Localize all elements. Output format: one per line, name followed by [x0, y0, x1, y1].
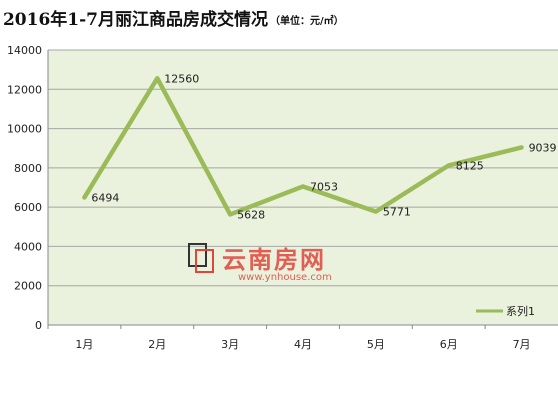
data-point: [374, 210, 378, 214]
x-tick-label: 1月: [75, 338, 93, 351]
x-tick-label: 2月: [148, 338, 166, 351]
legend: 系列1: [476, 304, 535, 318]
data-point: [155, 76, 159, 80]
data-point: [301, 184, 305, 188]
data-label: 7053: [310, 180, 338, 193]
y-tick-label: 4000: [14, 240, 42, 253]
chart-title: 2016年1-7月丽江商品房成交情况: [3, 9, 268, 30]
y-axis-ticks: 0 2000 4000 6000 8000 10000 12000 14000: [7, 44, 42, 332]
data-point: [82, 195, 86, 199]
data-label: 6494: [91, 191, 119, 204]
x-tick-label: 3月: [221, 338, 239, 351]
x-tick-label: 7月: [513, 338, 531, 351]
data-point: [228, 212, 232, 216]
y-tick-label: 0: [35, 319, 42, 332]
data-label: 12560: [164, 72, 199, 85]
watermark-logo-frame: [188, 243, 207, 267]
data-labels: 6494 12560 5628 7053 5771 8125 9039: [91, 72, 556, 221]
y-tick-label: 12000: [7, 83, 42, 96]
gridlines: [47, 49, 558, 326]
y-tick-label: 8000: [14, 162, 42, 175]
data-label: 5628: [237, 208, 265, 221]
series-group: [82, 76, 524, 217]
data-label: 8125: [456, 159, 484, 172]
legend-label: 系列1: [506, 304, 535, 318]
y-tick-label: 6000: [14, 201, 42, 214]
watermark-url: www.ynhouse.com: [238, 272, 332, 283]
y-tick-label: 2000: [14, 280, 42, 293]
x-tick-label: 5月: [367, 338, 385, 351]
watermark-logo: 云南房网 www.ynhouse.com: [188, 243, 332, 283]
chart-subtitle: （单位：元/㎡）: [270, 14, 344, 27]
y-tick-label: 10000: [7, 123, 42, 136]
watermark-logo-mark: [195, 249, 214, 273]
data-point: [447, 163, 451, 167]
x-axis-ticks: 1月 2月 3月 4月 5月 6月 7月: [47, 325, 531, 351]
data-label: 5771: [383, 206, 411, 219]
data-point: [520, 145, 524, 149]
watermark-text: 云南房网: [222, 246, 326, 274]
y-tick-label: 14000: [7, 44, 42, 57]
data-label: 9039: [529, 141, 557, 154]
x-tick-label: 4月: [294, 338, 312, 351]
x-tick-label: 6月: [440, 338, 458, 351]
